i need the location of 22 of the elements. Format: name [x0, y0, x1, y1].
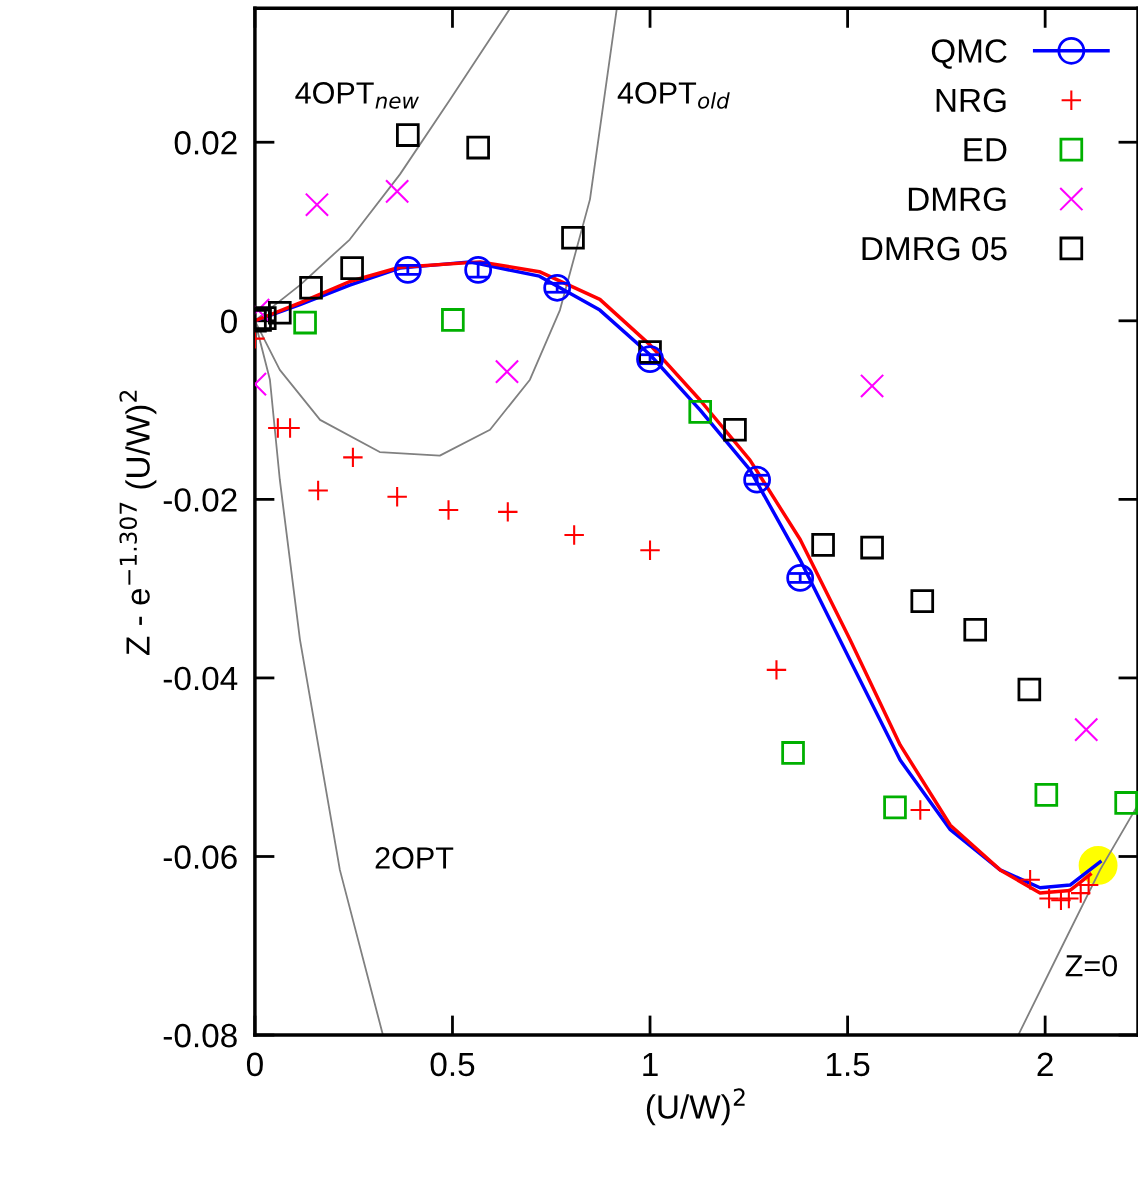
legend-label: NRG	[936, 88, 1006, 113]
y-tick-label: -0.02	[163, 488, 237, 512]
annotation: 2OPT	[375, 847, 454, 869]
legend-label: DMRG 05	[862, 236, 1007, 261]
y-tick-label: 0.02	[174, 131, 237, 155]
x-tick-label: 2	[1037, 1052, 1053, 1076]
annotation: 4OPT$_{new}$	[295, 82, 419, 109]
legend-label: QMC	[931, 39, 1007, 69]
x-axis-title: (U/W)$^{2}$	[646, 1088, 745, 1126]
y-tick-label: 0	[221, 309, 237, 334]
y-tick-label: -0.06	[163, 845, 237, 869]
legend-label: ED	[964, 138, 1007, 162]
x-tick-label: 1.5	[826, 1052, 870, 1077]
y-tick-label: -0.04	[163, 666, 238, 691]
x-tick-label: 0	[246, 1052, 263, 1077]
x-tick-label: 0.5	[430, 1052, 475, 1077]
legend-label: DMRG	[908, 187, 1006, 212]
x-tick-label: 1	[643, 1052, 658, 1076]
annotation: 4OPT$_{old}$	[617, 82, 730, 109]
annotation: Z=0	[1065, 954, 1118, 977]
y-axis-title: Z - e$^{−1.307}$ (U/W)$^{2}$	[119, 390, 157, 655]
y-tick-label: -0.08	[163, 1023, 237, 1048]
